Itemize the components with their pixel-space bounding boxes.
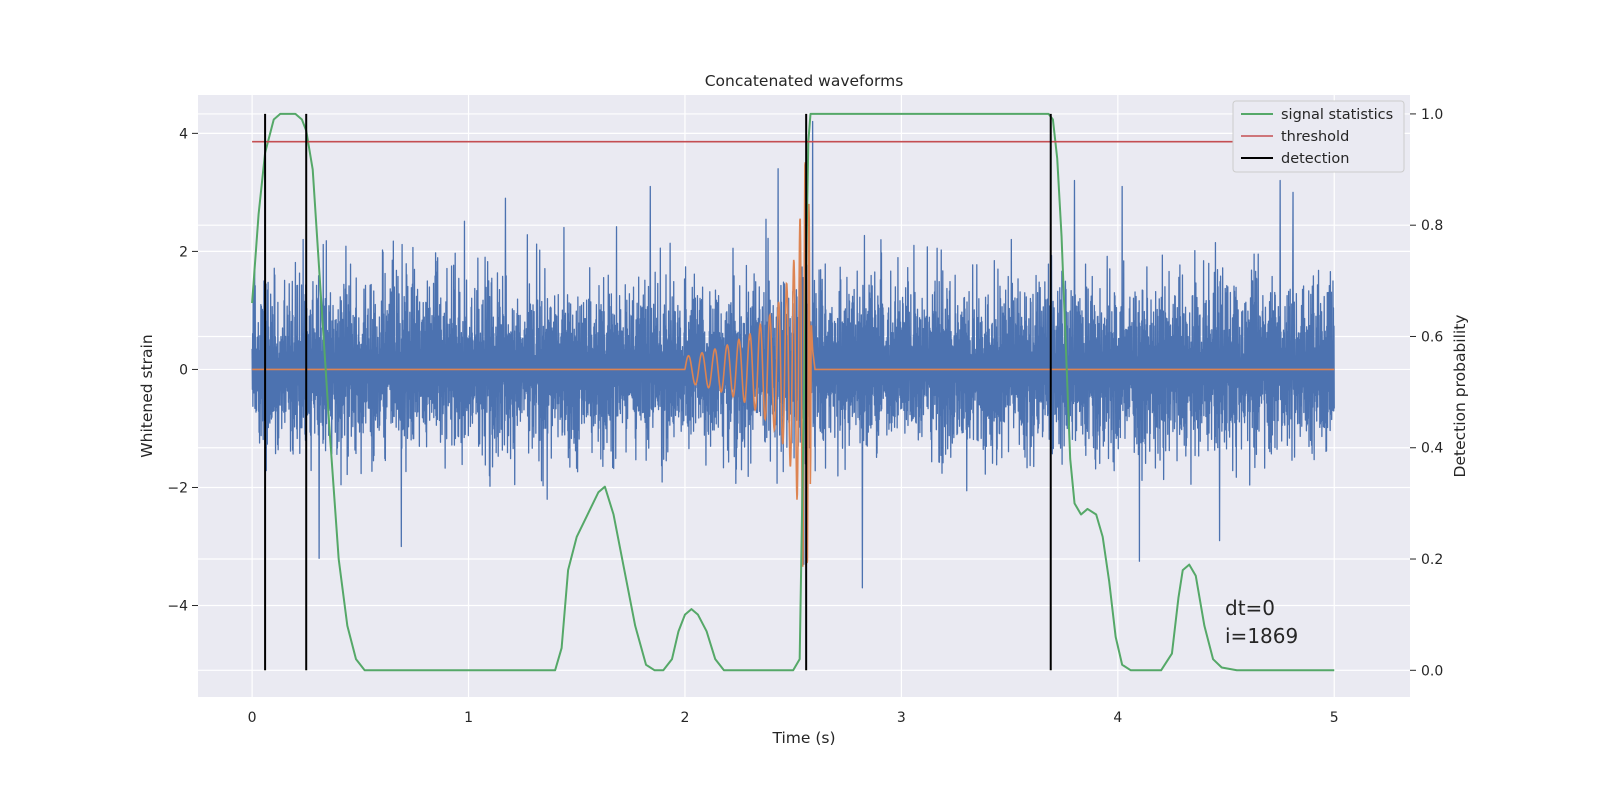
annotation-dt: dt=0 — [1225, 596, 1275, 620]
y2-tick-label: 0.2 — [1421, 552, 1443, 568]
x-tick-label: 2 — [681, 710, 690, 726]
y-tick-label: −2 — [167, 480, 188, 496]
y2-tick-label: 0.0 — [1421, 663, 1443, 679]
left-axis-ticks: −4 −2 0 2 4 — [167, 126, 198, 615]
y-tick-label: −4 — [167, 599, 188, 615]
x-tick-label: 1 — [464, 710, 473, 726]
y-axis-label: Whitened strain — [138, 334, 156, 457]
annotation-index: i=1869 — [1225, 624, 1298, 648]
y2-axis-label: Detection probability — [1451, 315, 1469, 478]
legend-label-detection: detection — [1281, 151, 1349, 167]
y-tick-label: 0 — [179, 362, 188, 378]
legend-label-signal-statistics: signal statistics — [1281, 107, 1393, 123]
injected-waveform-series — [252, 162, 1335, 567]
y2-tick-label: 1.0 — [1421, 107, 1443, 123]
y2-tick-label: 0.4 — [1421, 441, 1443, 457]
x-axis-label: Time (s) — [771, 729, 835, 747]
y-tick-label: 2 — [179, 244, 188, 260]
chart-title: Concatenated waveforms — [705, 72, 904, 90]
y2-tick-label: 0.8 — [1421, 218, 1443, 234]
legend: signal statistics threshold detection — [1232, 100, 1405, 173]
right-axis-ticks: 0.0 0.2 0.4 0.6 0.8 1.0 — [1410, 107, 1443, 679]
x-tick-label: 4 — [1113, 710, 1122, 726]
x-tick-label: 3 — [897, 710, 906, 726]
y2-tick-label: 0.6 — [1421, 329, 1443, 345]
strain-series — [251, 120, 1335, 589]
signal-statistics-series — [251, 112, 1335, 672]
x-tick-label: 5 — [1330, 710, 1339, 726]
legend-label-threshold: threshold — [1281, 129, 1349, 145]
strain-line — [251, 120, 1335, 589]
legend-box — [1232, 100, 1405, 173]
x-tick-label: 0 — [248, 710, 257, 726]
y-tick-label: 4 — [179, 126, 188, 142]
injected-waveform-line — [252, 162, 1335, 567]
detection-series — [264, 113, 1052, 671]
bottom-axis-ticks: 0 1 2 3 4 5 — [248, 710, 1339, 726]
signal-statistics-line — [251, 112, 1335, 672]
